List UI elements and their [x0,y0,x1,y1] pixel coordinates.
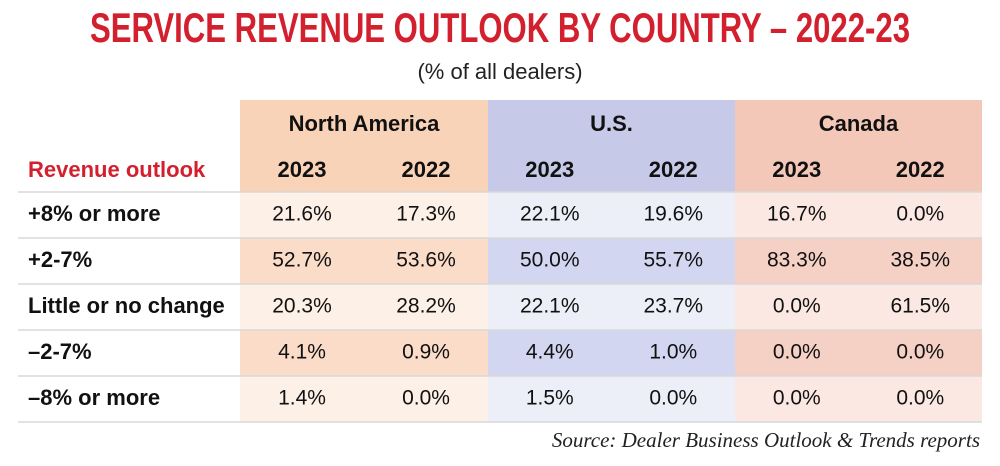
cell-value: 1.0% [649,341,697,364]
cell-value: 23.7% [643,295,703,318]
cell-value: 21.6% [272,203,332,226]
cell-bg [240,330,488,376]
cell-value: 0.0% [649,387,697,410]
cell-value: 0.0% [896,387,944,410]
row-header: Revenue outlook [28,157,206,182]
group-header: U.S. [590,111,633,136]
cell-value: 0.0% [402,387,450,410]
title: SERVICE REVENUE OUTLOOK BY COUNTRY – 202… [90,4,910,51]
group-header-bg [735,100,982,192]
cell-bg [240,192,488,238]
cell-value: 22.1% [520,295,580,318]
cell-value: 0.0% [896,203,944,226]
cell-value: 53.6% [396,249,456,272]
cell-value: 0.0% [773,387,821,410]
group-header-bg [488,100,735,192]
row-label: –8% or more [28,385,160,410]
cell-bg [735,192,982,238]
year-header: 2022 [649,157,698,182]
row-label: –2-7% [28,339,92,364]
cell-value: 0.0% [773,295,821,318]
cell-value: 1.4% [278,387,326,410]
cell-value: 50.0% [520,249,580,272]
cell-bg [488,238,735,284]
row-label: +8% or more [28,201,161,226]
cell-bg [488,376,735,422]
cell-value: 0.0% [896,341,944,364]
cell-bg [240,238,488,284]
cell-bg [488,330,735,376]
cell-bg [735,376,982,422]
year-header: 2023 [525,157,574,182]
year-header: 2023 [772,157,821,182]
group-header: North America [289,111,441,136]
cell-bg [240,284,488,330]
cell-value: 52.7% [272,249,332,272]
cell-value: 55.7% [643,249,703,272]
cell-value: 16.7% [767,203,827,226]
cell-value: 20.3% [272,295,332,318]
cell-value: 38.5% [890,249,950,272]
cell-value: 61.5% [890,295,950,318]
year-header: 2023 [278,157,327,182]
cell-value: 22.1% [520,203,580,226]
cell-value: 17.3% [396,203,456,226]
cell-value: 19.6% [643,203,703,226]
year-header: 2022 [896,157,945,182]
cell-value: 1.5% [526,387,574,410]
cell-value: 4.4% [526,341,574,364]
cell-value: 0.0% [773,341,821,364]
group-header-bg [240,100,488,192]
row-label: Little or no change [28,293,225,318]
year-header: 2022 [402,157,451,182]
cell-value: 83.3% [767,249,827,272]
cell-bg [735,238,982,284]
source: Source: Dealer Business Outlook & Trends… [552,428,980,452]
cell-value: 28.2% [396,295,456,318]
cell-bg [240,376,488,422]
cell-bg [735,330,982,376]
subtitle: (% of all dealers) [417,59,582,84]
cell-value: 0.9% [402,341,450,364]
row-label: +2-7% [28,247,92,272]
cell-bg [488,284,735,330]
cell-value: 4.1% [278,341,326,364]
cell-bg [735,284,982,330]
cell-bg [488,192,735,238]
group-header: Canada [819,111,899,136]
